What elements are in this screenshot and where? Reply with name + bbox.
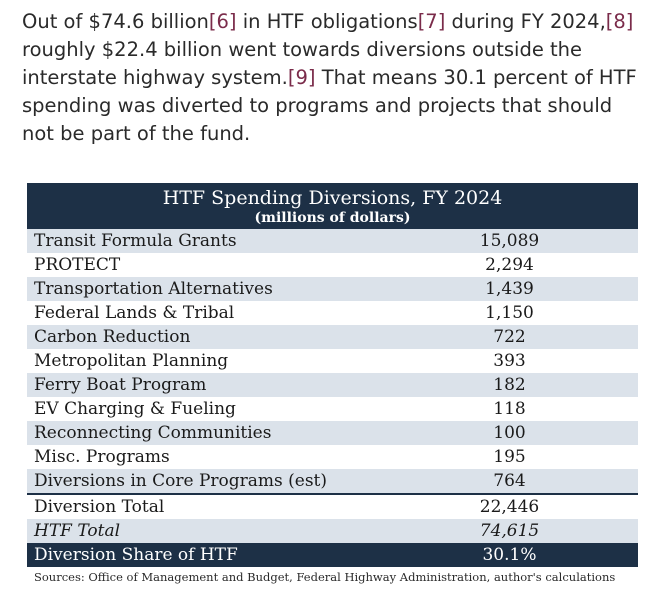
row-label: Metropolitan Planning xyxy=(34,351,229,371)
diversion-share-row: Diversion Share of HTF 30.1% xyxy=(27,543,638,567)
row-value: 118 xyxy=(493,399,526,419)
table-row: Diversions in Core Programs (est) 764 xyxy=(27,469,638,493)
table-row: Misc. Programs 195 xyxy=(27,445,638,469)
paragraph-text: roughly $22.4 billion went towards diver… xyxy=(22,38,583,89)
row-label: PROTECT xyxy=(34,255,121,275)
table-header: HTF Spending Diversions, FY 2024 (millio… xyxy=(27,183,638,229)
row-label: Diversion Share of HTF xyxy=(34,545,238,565)
row-value: 182 xyxy=(493,375,526,395)
row-label: Carbon Reduction xyxy=(34,327,191,347)
table-row: Reconnecting Communities 100 xyxy=(27,421,638,445)
row-value: 30.1% xyxy=(482,545,537,565)
diversion-total-row: Diversion Total 22,446 xyxy=(27,493,638,519)
row-value: 15,089 xyxy=(479,231,540,251)
paragraph-text: That means 30.1 percent of HTF spending … xyxy=(22,66,637,145)
table-row: Transit Formula Grants 15,089 xyxy=(27,229,638,253)
table-row: Federal Lands & Tribal 1,150 xyxy=(27,301,638,325)
table-row: Metropolitan Planning 393 xyxy=(27,349,638,373)
row-value: 74,615 xyxy=(479,521,540,541)
row-value: 722 xyxy=(493,327,526,347)
paragraph-text: Out of $74.6 billion xyxy=(22,10,209,33)
row-label: Misc. Programs xyxy=(34,447,170,467)
table-subtitle: (millions of dollars) xyxy=(254,210,411,226)
paragraph-text: during FY 2024, xyxy=(445,10,606,33)
row-value: 100 xyxy=(493,423,526,443)
paragraph-text: in HTF obligations xyxy=(236,10,418,33)
row-label: Transportation Alternatives xyxy=(34,279,273,299)
htf-total-row: HTF Total 74,615 xyxy=(27,519,638,543)
row-label: Diversion Total xyxy=(34,497,165,517)
row-value: 764 xyxy=(493,471,526,491)
table-sources-note: Sources: Office of Management and Budget… xyxy=(34,570,616,584)
table-row: EV Charging & Fueling 118 xyxy=(27,397,638,421)
row-label: EV Charging & Fueling xyxy=(34,399,236,419)
row-label: Diversions in Core Programs (est) xyxy=(34,471,328,491)
table-row: Ferry Boat Program 182 xyxy=(27,373,638,397)
row-label: HTF Total xyxy=(34,521,121,541)
row-value: 2,294 xyxy=(485,255,534,275)
row-value: 1,150 xyxy=(485,303,534,323)
row-label: Reconnecting Communities xyxy=(34,423,272,443)
row-label: Federal Lands & Tribal xyxy=(34,303,235,323)
table-row: Transportation Alternatives 1,439 xyxy=(27,277,638,301)
row-value: 22,446 xyxy=(479,497,540,517)
row-label: Ferry Boat Program xyxy=(34,375,207,395)
table-title: HTF Spending Diversions, FY 2024 xyxy=(162,187,503,209)
footnote-link-8[interactable]: [8] xyxy=(605,10,634,33)
table-row: Carbon Reduction 722 xyxy=(27,325,638,349)
row-value: 393 xyxy=(493,351,526,371)
htf-diversions-table: HTF Spending Diversions, FY 2024 (millio… xyxy=(27,183,638,585)
footnote-link-9[interactable]: [9] xyxy=(287,66,316,89)
footnote-link-7[interactable]: [7] xyxy=(417,10,446,33)
footnote-link-6[interactable]: [6] xyxy=(208,10,237,33)
row-value: 195 xyxy=(493,447,526,467)
row-value: 1,439 xyxy=(485,279,534,299)
table-row: PROTECT 2,294 xyxy=(27,253,638,277)
row-label: Transit Formula Grants xyxy=(34,231,237,251)
body-paragraph: Out of $74.6 billion[6] in HTF obligatio… xyxy=(22,8,642,148)
